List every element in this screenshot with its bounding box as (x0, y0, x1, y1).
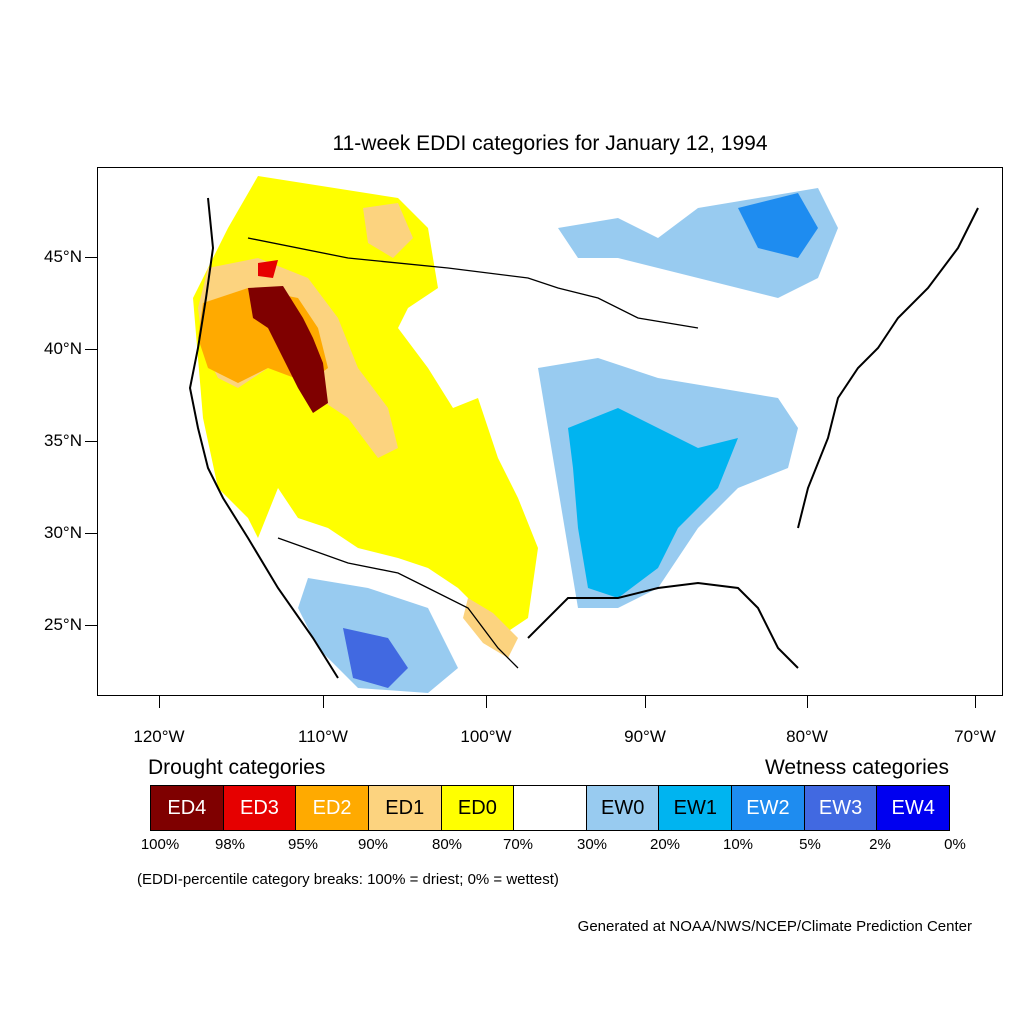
ed3-region-idaho (258, 260, 278, 278)
lat-label-45: 45°N (44, 247, 82, 266)
percent-break: 30% (576, 836, 608, 853)
percent-break: 5% (799, 836, 821, 853)
legend-cell-ew0: EW0 (586, 786, 660, 830)
lon-label-80w: 80°W (786, 727, 828, 746)
drought-categories-heading: Drought categories (148, 756, 326, 779)
percent-break: 10% (722, 836, 754, 853)
lat-tick (85, 625, 97, 626)
us-canada-border (247, 237, 699, 329)
ew2-region-quebec (738, 193, 818, 258)
ew1-region-mississippi (568, 408, 738, 598)
lat-tick (85, 257, 97, 258)
ew2-region-mexico (343, 628, 408, 688)
legend-label: EW2 (746, 796, 790, 819)
percent-break: 90% (357, 836, 389, 853)
wetness-categories-heading: Wetness categories (764, 756, 949, 779)
lon-label-110w: 110°W (298, 727, 348, 746)
lon-label-100w: 100°W (460, 727, 512, 746)
ed1-region-texas (463, 598, 518, 658)
lon-tick (975, 696, 976, 708)
ed4-region-idaho (248, 286, 328, 413)
lon-tick (159, 696, 160, 708)
legend-label: ED3 (240, 796, 279, 819)
map-title: 11-week EDDI categories for January 12, … (332, 132, 768, 155)
ew0-region-mexico (298, 578, 458, 693)
legend-label: ED1 (385, 796, 425, 819)
lon-tick (645, 696, 646, 708)
lon-label-90w: 90°W (624, 727, 666, 746)
lon-label-70w: 70°W (954, 727, 996, 746)
category-breaks-note: (EDDI-percentile category breaks: 100% =… (137, 871, 559, 888)
eddi-map (188, 176, 979, 693)
lon-tick (323, 696, 324, 708)
gulf-coast (527, 581, 799, 669)
legend-cell-neutral (514, 786, 587, 830)
lat-label-40: 40°N (44, 339, 82, 358)
legend-label: ED2 (312, 796, 352, 819)
lat-label-30: 30°N (44, 523, 82, 542)
legend-cell-ed4: ED4 (151, 786, 224, 830)
lat-label-25: 25°N (44, 615, 82, 634)
lon-tick (807, 696, 808, 708)
percent-break: 100% (140, 836, 180, 853)
legend-cell-ew4: EW4 (877, 786, 950, 830)
legend-label: ED0 (457, 796, 497, 819)
us-mexico-border (277, 537, 519, 669)
ed1-region-north (363, 203, 413, 258)
percent-break: 98% (214, 836, 246, 853)
legend-cell-ed2: ED2 (296, 786, 369, 830)
credit-line: Generated at NOAA/NWS/NCEP/Climate Predi… (577, 918, 972, 935)
legend-cell-ew2: EW2 (732, 786, 805, 830)
percent-break: 20% (649, 836, 681, 853)
lon-label-120w: 120°W (133, 727, 185, 746)
percent-break: 80% (431, 836, 463, 853)
legend-label: EW4 (891, 796, 935, 819)
west-coast (188, 197, 339, 679)
lon-tick (486, 696, 487, 708)
map-panel (97, 167, 1003, 696)
legend-cell-ew1: EW1 (659, 786, 733, 830)
category-legend: ED4 ED3 ED2 ED1 ED0 EW0 EW1 EW2 EW3 EW4 (150, 785, 950, 831)
legend-label: ED4 (167, 796, 207, 819)
legend-label: EW1 (673, 796, 717, 819)
lat-label-35: 35°N (44, 431, 82, 450)
percent-break: 2% (869, 836, 891, 853)
legend-label: EW0 (600, 796, 645, 819)
percent-break: 0% (944, 836, 966, 853)
lat-tick (85, 349, 97, 350)
lat-tick (85, 533, 97, 534)
legend-label: EW3 (818, 796, 863, 819)
legend-cell-ed3: ED3 (223, 786, 297, 830)
east-coast (797, 207, 979, 529)
legend-cell-ew3: EW3 (804, 786, 878, 830)
percent-break: 95% (287, 836, 319, 853)
lat-tick (85, 441, 97, 442)
percent-break: 70% (502, 836, 534, 853)
legend-cell-ed0: ED0 (441, 786, 515, 830)
legend-cell-ed1: ED1 (368, 786, 442, 830)
